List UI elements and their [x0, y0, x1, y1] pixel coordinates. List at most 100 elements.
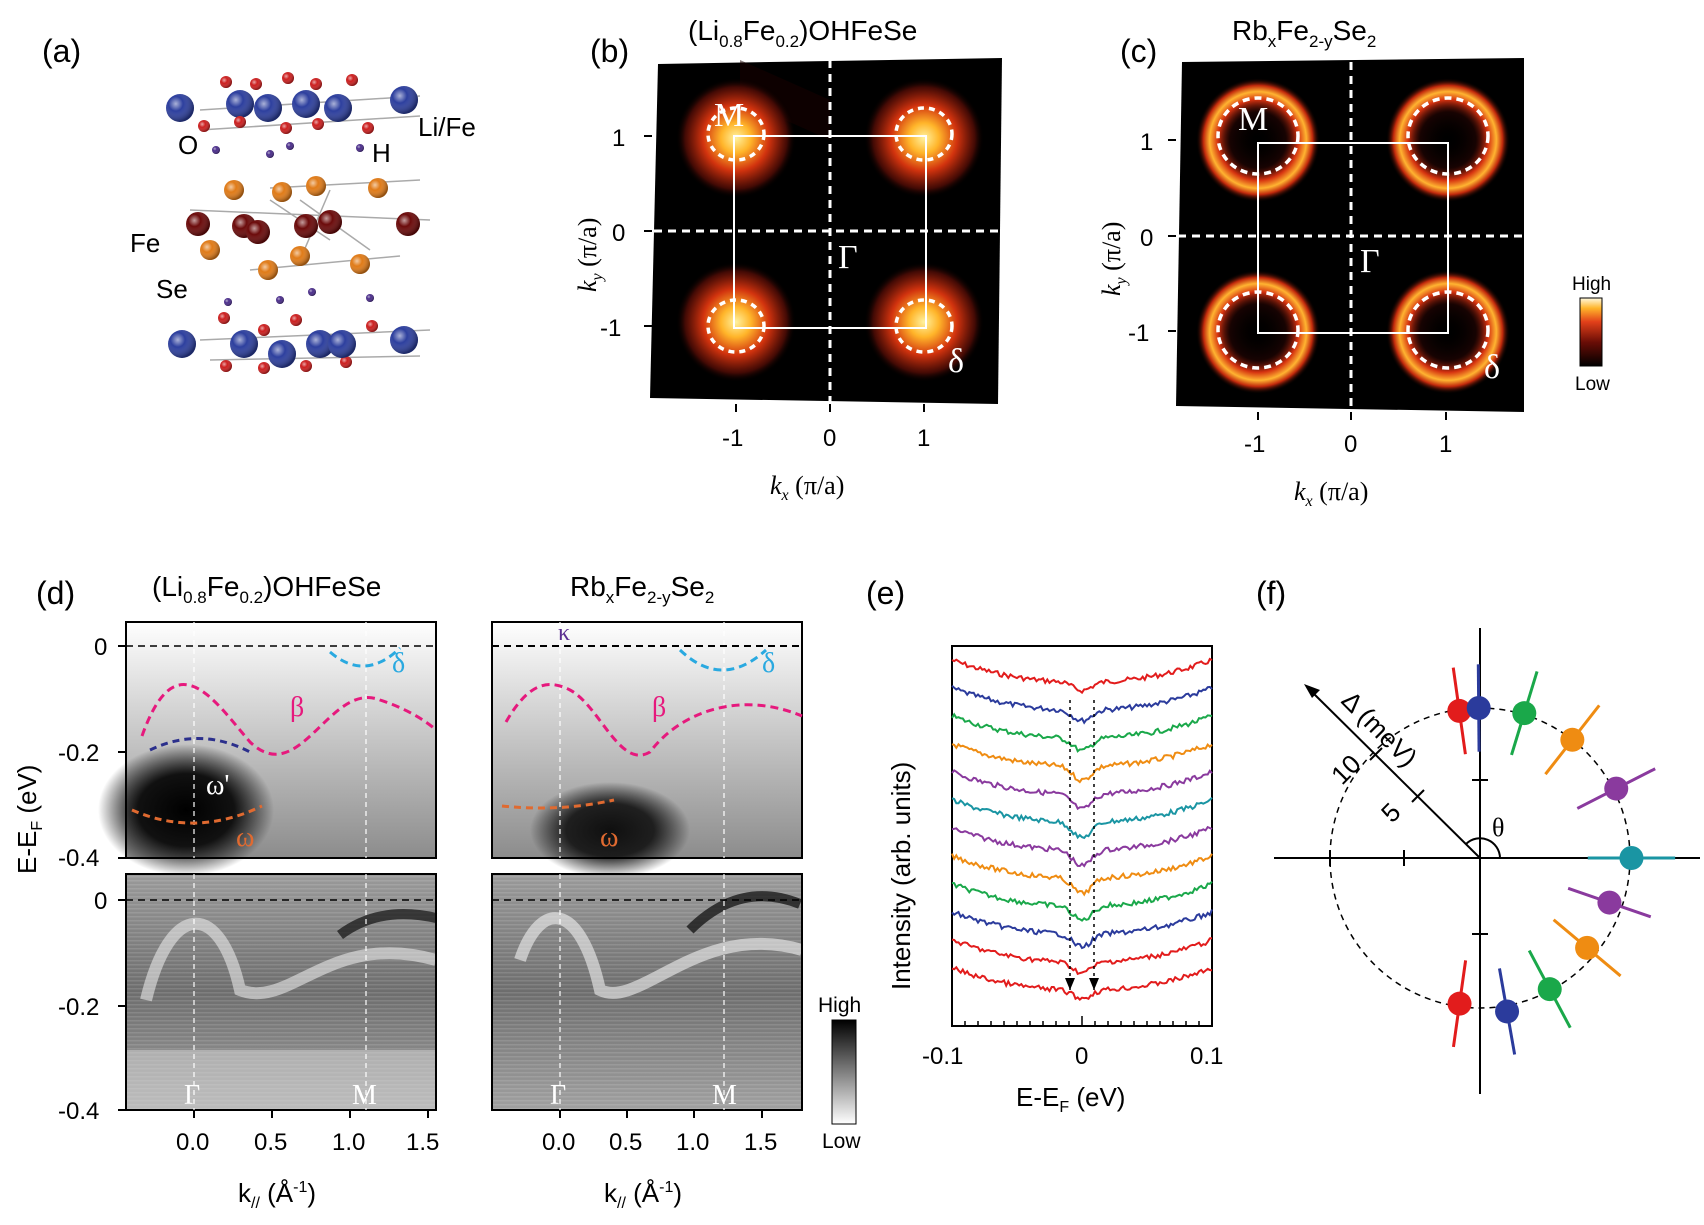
band-label-delta-tl: δ — [392, 648, 405, 679]
atom-shading — [362, 122, 374, 134]
atom-shading — [306, 330, 334, 358]
atom-shading — [198, 120, 210, 132]
arpes-bl-point-gamma: Γ — [184, 1080, 200, 1111]
atom-shading — [312, 118, 324, 130]
edc-curve — [951, 825, 1213, 868]
map-b-pocket-tr — [864, 78, 984, 198]
arpes-right-xlabel: k// (Å-1) — [604, 1178, 682, 1212]
edc-curve — [951, 657, 1213, 695]
arpes-br-point-gamma: Γ — [550, 1080, 566, 1111]
map-b-ring-tr — [894, 106, 954, 162]
atom-shading — [166, 94, 194, 122]
fermi-map-b: M Γ δ — [650, 58, 1002, 404]
radial-label-10: 10 — [1325, 749, 1367, 791]
arpes-bl-band-dark — [337, 909, 438, 940]
band-label-delta-tr: δ — [762, 648, 775, 679]
map-c-xlabel: kx (π/a) — [1294, 477, 1368, 510]
atom-shading — [218, 312, 230, 324]
map-b-ylabel: ky (π/a) — [573, 218, 606, 292]
map-b-mesh — [740, 60, 830, 140]
atom-shading — [346, 74, 358, 86]
edc-curve — [951, 685, 1213, 725]
band-delta-tl — [329, 646, 402, 668]
atom-shading — [266, 150, 274, 158]
atom-shading — [340, 356, 352, 368]
atom-shading — [350, 254, 370, 274]
band-omega-tl — [131, 804, 263, 825]
atom-shading — [226, 90, 254, 118]
atom-shading — [168, 330, 196, 358]
edc-curve — [951, 937, 1213, 976]
map-c-ytick-0: 0 — [1140, 225, 1153, 252]
panel-e: (e) -0.1 0 0.1 E-EF (eV) Intensity (arb.… — [866, 575, 1223, 1116]
crystal-structure — [166, 72, 431, 374]
arpes-bl-frame — [125, 873, 437, 1111]
edc-xlabel: E-EF (eV) — [1016, 1082, 1125, 1116]
arpes-ytick-bot-neg04: -0.4 — [58, 1098, 99, 1125]
map-c-point-delta: δ — [1484, 349, 1500, 386]
polar-data-point — [1512, 701, 1537, 726]
polar-data-point — [1466, 696, 1491, 721]
atom-shading — [212, 146, 220, 154]
arpes-right-xticks — [559, 1110, 763, 1118]
panel-d-left-title: (Li0.8Fe0.2)OHFeSe — [152, 571, 381, 607]
map-b-ticks — [644, 135, 925, 412]
atom-shading — [268, 340, 296, 368]
edc-arrow-right — [1089, 978, 1099, 990]
edc-curve — [951, 796, 1213, 840]
band-omega-prime-tl — [149, 737, 251, 754]
polar-data-point — [1447, 991, 1472, 1016]
atom-shading — [294, 214, 318, 238]
edc-curves — [951, 657, 1213, 1001]
radial-axis — [1309, 689, 1481, 859]
edc-xtick-0: 0 — [1075, 1043, 1088, 1070]
atom-shading — [224, 180, 244, 200]
atom-label-fe: Fe — [130, 228, 160, 258]
atom-shading — [328, 330, 356, 358]
panel-c-title: RbxFe2-ySe2 — [1232, 15, 1376, 51]
map-c-zone-box — [1257, 142, 1449, 334]
map-b-point-delta: δ — [948, 343, 964, 380]
map-b-xtick-0: 0 — [823, 425, 836, 452]
edc-curve — [951, 712, 1213, 753]
polar-data-point — [1560, 727, 1585, 752]
panel-f-label: (f) — [1256, 575, 1286, 611]
map-c-ytick-neg1: -1 — [1128, 320, 1149, 347]
arpes-ytick-top-neg04: -0.4 — [58, 845, 99, 872]
band-label-beta-tr: β — [652, 692, 666, 723]
arpes-right-xtick-15: 1.5 — [744, 1129, 777, 1156]
arpes-br-frame — [491, 873, 803, 1111]
atom-shading — [258, 260, 278, 280]
map-c-colorbar — [1579, 297, 1603, 367]
arpes-tr-frame — [491, 621, 803, 859]
atom-shading — [272, 182, 292, 202]
edc-curve — [951, 909, 1213, 950]
map-b-ring-bl — [706, 298, 766, 354]
arpes-bl-band-bright — [140, 917, 438, 1002]
fermi-map-c: M Γ δ — [1176, 58, 1524, 412]
atom-shading — [286, 142, 294, 150]
arpes-right-xtick-05: 0.5 — [609, 1129, 642, 1156]
arpes-right-xtick-0: 0.0 — [542, 1129, 575, 1156]
map-b-pocket-tl — [676, 78, 796, 198]
crystal-bond — [269, 179, 421, 189]
atom-shading — [306, 176, 326, 196]
band-omega-tr — [501, 798, 615, 810]
panel-e-label: (e) — [866, 575, 905, 611]
panel-a: (a) O H Li/Fe Fe Se — [42, 33, 476, 374]
atom-shading — [324, 94, 352, 122]
angle-label: θ — [1492, 813, 1504, 842]
arpes-colorbar-high: High — [818, 994, 861, 1017]
arpes-left-xtick-1: 1.0 — [332, 1129, 365, 1156]
map-b-ytick-1: 1 — [612, 125, 625, 152]
map-c-xtick-0: 0 — [1344, 431, 1357, 458]
atom-shading — [290, 246, 310, 266]
panel-b-label: (b) — [590, 33, 629, 69]
atom-shading — [318, 210, 342, 234]
atom-shading — [224, 298, 232, 306]
panel-f: (f) 5 10 Δ (meV) θ — [1256, 575, 1700, 1094]
arpes-ylabel: E-EF (eV) — [12, 765, 46, 874]
atom-label-li-fe: Li/Fe — [418, 112, 476, 142]
polar-data-point — [1495, 999, 1520, 1024]
